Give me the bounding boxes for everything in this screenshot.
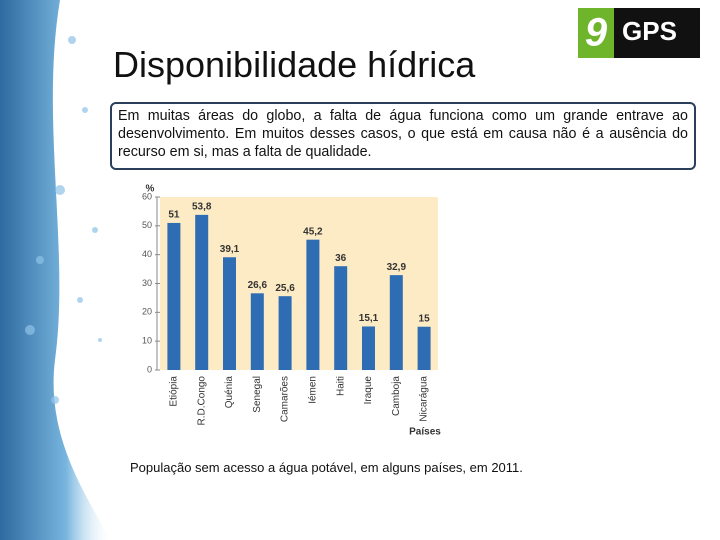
water-splash [0,0,110,540]
x-tick-label: Quénia [224,376,235,409]
x-tick-label: Camarões [280,376,291,422]
x-tick-label: Etiópia [169,376,180,407]
bar [417,326,431,370]
y-tick-label: 40 [142,249,152,259]
value-label: 32,9 [387,262,407,273]
x-axis-label: Países [409,427,441,438]
value-label: 25,6 [275,283,295,294]
value-label: 15,1 [359,313,379,324]
bar [278,296,292,370]
bar [389,275,403,370]
bar [195,214,209,370]
value-label: 26,6 [248,280,268,291]
logo-text: GPS [622,16,677,46]
value-label: 36 [335,253,347,264]
droplets [25,36,102,404]
value-label: 39,1 [220,244,240,255]
y-tick-label: 50 [142,220,152,230]
logo-box [614,8,700,58]
bar [250,293,264,370]
bar [362,326,375,370]
y-tick-label: 0 [147,364,152,374]
value-label: 45,2 [303,226,323,237]
x-tick-label: R.D.Congo [196,376,207,426]
value-label: 51 [168,210,180,221]
x-tick-label: Camboja [391,376,402,416]
slide-title: Disponibilidade hídrica [113,44,476,85]
y-tick-label: 30 [142,278,152,288]
y-tick-label: 60 [142,191,152,201]
intro-text: Em muitas áreas do globo, a falta de águ… [110,102,696,170]
bar [167,222,181,370]
bar [223,257,236,370]
value-label: 53,8 [192,202,212,213]
y-tick-label: 20 [142,307,152,317]
logo-mark [578,8,614,58]
logo-number: 9 [585,11,608,55]
bar [306,239,320,370]
y-axis-label: % [146,184,155,195]
x-tick-label: Haiti [335,376,346,396]
x-tick-label: Senegal [252,376,263,413]
x-tick-label: Iraque [363,376,374,405]
x-tick-label: Iémen [308,376,319,404]
bar [334,266,348,370]
value-label: 15 [419,313,431,324]
x-tick-label: Nicarágua [419,376,430,422]
y-tick-label: 10 [142,336,152,346]
chart-caption: População sem acesso a água potável, em … [130,460,523,475]
